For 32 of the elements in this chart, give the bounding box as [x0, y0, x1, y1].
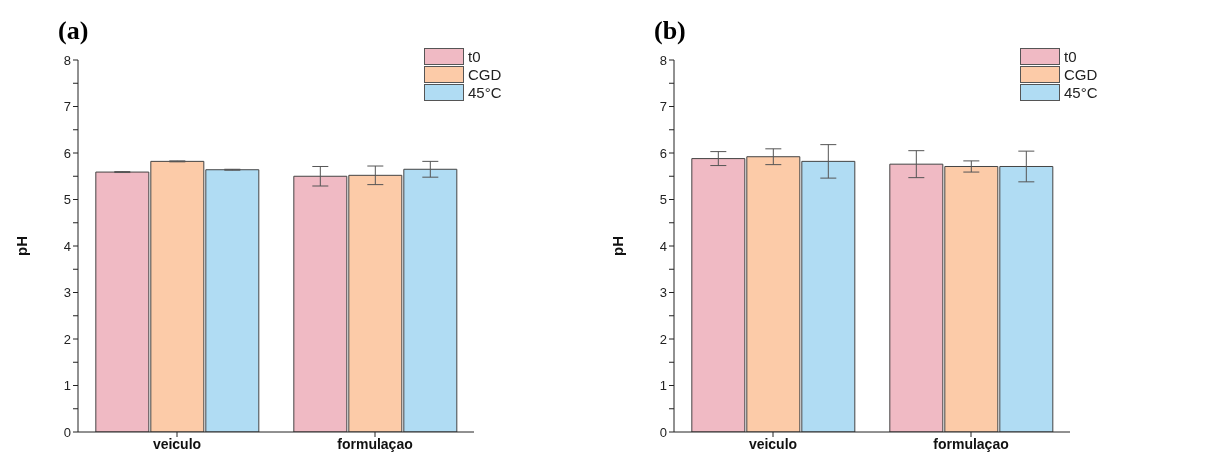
y-tick-label: 6 — [63, 145, 71, 161]
legend-label: 45°C — [468, 84, 502, 101]
y-tick-label: 2 — [659, 331, 667, 347]
y-axis-title: pH — [609, 236, 627, 256]
y-tick-label: 8 — [63, 52, 71, 68]
y-tick-label: 4 — [659, 238, 667, 254]
y-tick-label: 8 — [659, 52, 667, 68]
y-tick-label: 3 — [659, 285, 667, 301]
x-tick-label: formulaçao — [337, 435, 413, 452]
y-tick-label: 6 — [659, 145, 667, 161]
chart-title: (a) — [58, 16, 89, 46]
y-axis-title: pH — [13, 236, 31, 256]
y-tick-label: 0 — [659, 424, 667, 440]
y-tick-label: 2 — [63, 331, 71, 347]
y-tick-label: 1 — [63, 378, 71, 394]
legend-label: t0 — [1064, 48, 1077, 65]
y-tick-label: 7 — [63, 99, 71, 115]
x-tick-label: veiculo — [152, 435, 202, 452]
y-tick-label: 0 — [63, 424, 71, 440]
legend-label: t0 — [468, 48, 481, 65]
y-tick-label: 1 — [659, 378, 667, 394]
legend-label: CGD — [1064, 66, 1098, 83]
y-tick-label: 5 — [63, 192, 71, 208]
chart-title: (b) — [654, 16, 686, 46]
legend-label: CGD — [468, 66, 502, 83]
x-tick-label: veiculo — [748, 435, 798, 452]
y-tick-label: 7 — [659, 99, 667, 115]
y-tick-label: 5 — [659, 192, 667, 208]
x-tick-label: formulaçao — [933, 435, 1009, 452]
y-tick-label: 3 — [63, 285, 71, 301]
legend-label: 45°C — [1064, 84, 1098, 101]
y-tick-label: 4 — [63, 238, 71, 254]
